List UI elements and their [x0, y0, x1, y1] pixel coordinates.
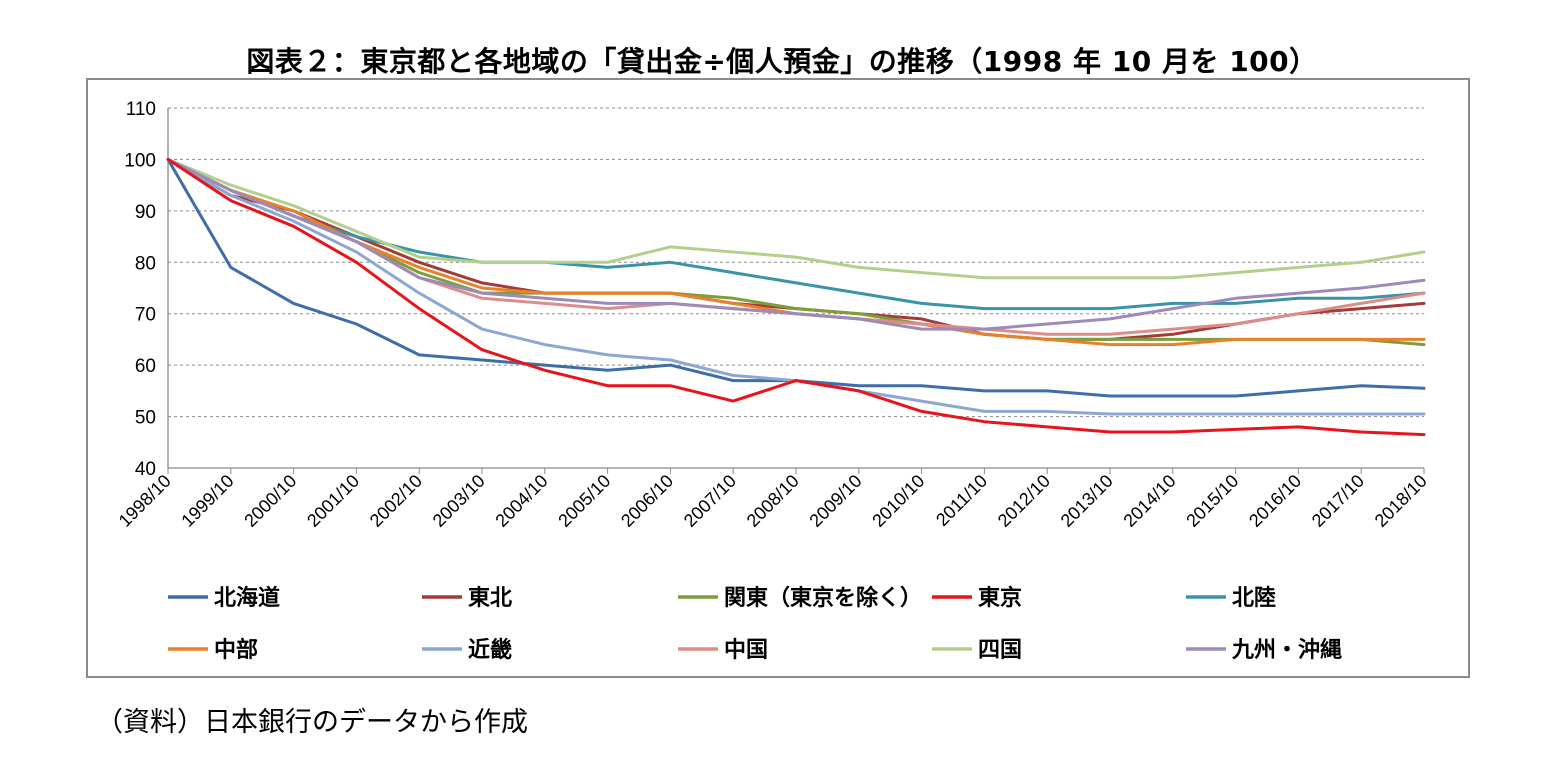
legend-label: 東京 — [978, 585, 1022, 611]
y-tick-label: 70 — [135, 305, 156, 326]
legend-item: 北陸 — [1186, 585, 1276, 611]
legend-item: 東北 — [422, 586, 512, 611]
x-tick-label: 2000/10 — [240, 471, 300, 531]
y-tick-label: 60 — [135, 356, 156, 377]
x-tick-label: 2001/10 — [303, 471, 363, 531]
x-tick-label: 2011/10 — [932, 471, 991, 530]
x-tick-label: 2013/10 — [1057, 471, 1117, 531]
x-tick-label: 2017/10 — [1308, 471, 1368, 531]
y-tick-label: 110 — [126, 99, 156, 120]
y-tick-label: 100 — [124, 150, 156, 171]
legend-label: 東北 — [468, 586, 512, 611]
series-line-9 — [166, 157, 1426, 331]
x-tick-label: 2003/10 — [429, 471, 489, 531]
series-line-6 — [166, 157, 1426, 416]
legend-label: 四国 — [978, 638, 1022, 663]
x-tick-label: 2002/10 — [366, 471, 426, 531]
x-tick-label: 2006/10 — [617, 471, 677, 531]
legend-label: 北海道 — [214, 585, 280, 611]
series-line-4 — [166, 157, 1426, 311]
y-tick-label: 90 — [135, 202, 156, 223]
legend-item: 中部 — [168, 637, 258, 663]
x-tick-label: 2008/10 — [743, 471, 803, 531]
series-line-8 — [166, 157, 1426, 280]
series-line-0 — [166, 157, 1426, 398]
legend-item: 北海道 — [168, 585, 280, 611]
x-tick-label: 2016/10 — [1245, 471, 1305, 531]
legend-label: 中部 — [214, 637, 258, 663]
y-tick-label: 80 — [135, 253, 156, 274]
x-tick-label: 2009/10 — [805, 471, 865, 531]
chart-frame — [86, 78, 1470, 678]
gridlines — [168, 107, 1424, 418]
x-tick-label: 2014/10 — [1119, 471, 1179, 531]
legend-item: 関東（東京を除く） — [678, 585, 922, 611]
legend-label: 九州・沖縄 — [1231, 638, 1342, 663]
legend-label: 北陸 — [1232, 585, 1276, 611]
chart-title: 図表２：東京都と各地域の「貸出金÷個人預金」の推移（1998 年 10 月を 1… — [246, 45, 1318, 78]
series-line-3 — [166, 157, 1426, 437]
legend-item: 東京 — [932, 585, 1022, 611]
legend-label: 中国 — [724, 638, 768, 663]
y-tick-label: 50 — [135, 408, 156, 429]
legend-item: 近畿 — [422, 637, 512, 663]
x-tick-label: 2004/10 — [491, 471, 551, 531]
x-tick-label: 2018/10 — [1371, 471, 1431, 531]
x-tick-label: 2012/10 — [994, 471, 1054, 531]
x-tick-label: 2005/10 — [554, 471, 614, 531]
x-tick-label: 2015/10 — [1182, 471, 1242, 531]
series-lines — [166, 157, 1426, 437]
x-tick-label: 2007/10 — [680, 471, 740, 531]
source-note: （資料）日本銀行のデータから作成 — [96, 707, 528, 738]
y-tick-label: 40 — [135, 459, 156, 480]
legend-item: 中国 — [678, 638, 768, 663]
legend-label: 関東（東京を除く） — [724, 585, 922, 611]
legend-item: 九州・沖縄 — [1186, 638, 1342, 663]
legend-item: 四国 — [932, 638, 1022, 663]
x-tick-label: 2010/10 — [868, 471, 928, 531]
legend-label: 近畿 — [468, 637, 512, 663]
x-tick-label: 1999/10 — [177, 471, 237, 531]
